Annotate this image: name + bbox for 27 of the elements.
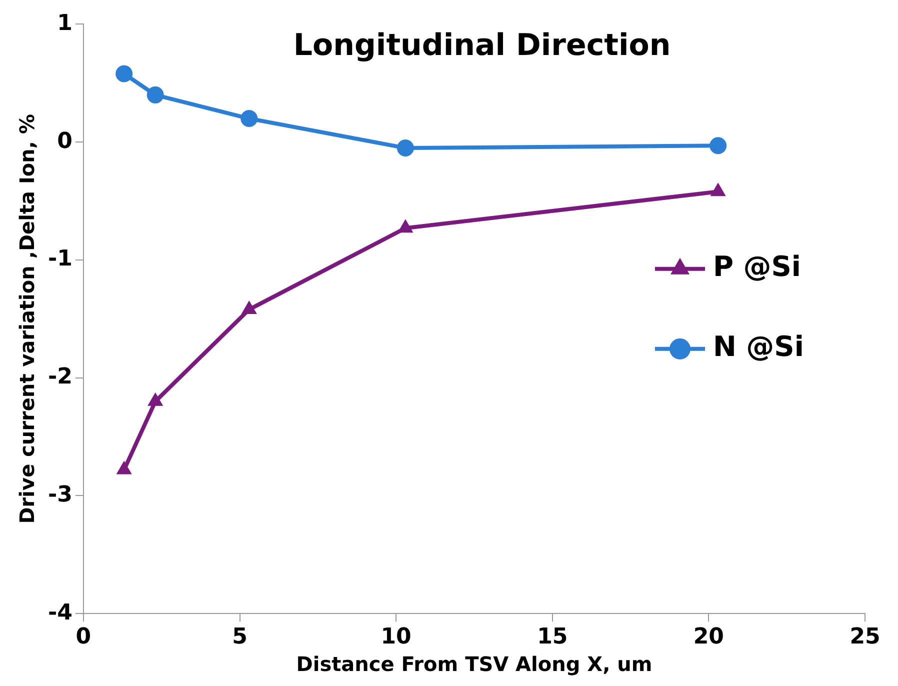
x-tick-label: 15 <box>537 624 568 650</box>
point <box>148 392 163 406</box>
point <box>242 300 257 314</box>
point <box>146 86 164 104</box>
x-axis-title: Distance From TSV Along X, um <box>296 652 652 676</box>
point <box>240 110 258 128</box>
point <box>398 220 413 233</box>
x-tick-label: 5 <box>232 624 248 650</box>
y-axis-title: Drive current variation ,Delta Ion, % <box>15 114 40 524</box>
point <box>710 183 726 196</box>
chart-title: Longitudinal Direction <box>293 28 671 63</box>
x-tick-label: 10 <box>380 624 412 650</box>
legend-label: P @Si <box>713 250 802 284</box>
y-tick-label: -3 <box>48 482 72 508</box>
point <box>116 65 133 82</box>
point <box>116 461 132 474</box>
point <box>396 139 414 156</box>
y-tick-label: -2 <box>48 364 72 390</box>
y-tick-label: 0 <box>57 128 72 154</box>
point <box>710 137 727 154</box>
x-tick-label: 20 <box>693 624 724 650</box>
y-tick-label: -1 <box>48 246 72 272</box>
x-tick-label: 0 <box>76 624 92 650</box>
x-tick-label: 25 <box>850 624 880 650</box>
legend-label: N @Si <box>713 330 804 364</box>
y-tick-label: -4 <box>48 600 72 626</box>
y-tick-label: 1 <box>57 10 72 36</box>
